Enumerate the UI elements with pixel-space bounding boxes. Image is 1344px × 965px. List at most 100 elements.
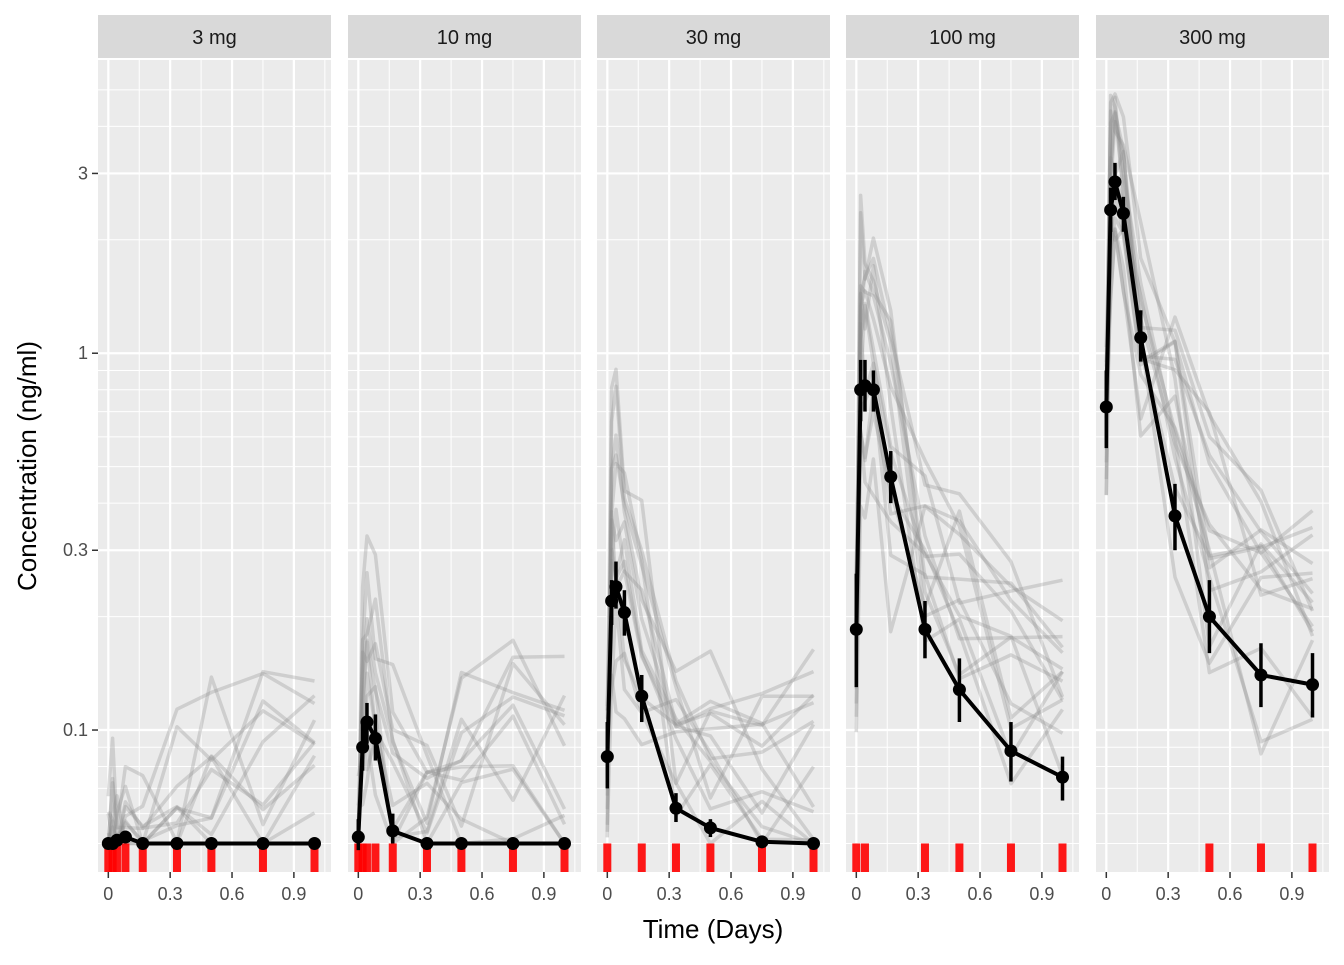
- panel-background: [98, 60, 331, 872]
- blq-rug-mark: [172, 843, 181, 872]
- blq-rug-mark: [112, 843, 121, 872]
- individual-line: [854, 289, 1064, 731]
- blq-rug-mark: [138, 843, 147, 872]
- blq-rug-mark: [1308, 843, 1317, 872]
- summary-point: [360, 715, 374, 729]
- individual-line: [854, 211, 1064, 677]
- individual-line: [1104, 109, 1314, 649]
- gridlines: [1096, 60, 1329, 872]
- blq-rug-mark: [1006, 843, 1015, 872]
- summary-point: [617, 606, 631, 620]
- blq-rug-mark: [757, 843, 766, 872]
- summary-series: [849, 379, 1070, 784]
- summary-series: [600, 580, 821, 850]
- individual-line: [1104, 230, 1314, 628]
- facet-panel: 30 mg 0 0.3 0.6 0.9: [597, 15, 830, 904]
- x-tick-label: 0.3: [657, 884, 682, 904]
- summary-point: [1168, 509, 1182, 523]
- blq-rug-mark: [603, 843, 612, 872]
- individual-line: [854, 457, 1064, 733]
- x-tick-label: 0.3: [906, 884, 931, 904]
- x-tick-label: 0.3: [158, 884, 183, 904]
- individual-line: [854, 284, 1063, 641]
- summary-point: [308, 836, 322, 850]
- blq-rug: [354, 843, 569, 872]
- blq-rug-mark: [104, 843, 113, 872]
- blq-rug-mark: [1256, 843, 1265, 872]
- individual-line: [605, 538, 815, 846]
- panel-background: [1096, 60, 1329, 872]
- summary-point: [703, 821, 717, 835]
- summary-point: [1099, 400, 1113, 414]
- x-tick-label: 0.6: [220, 884, 245, 904]
- y-tick-label: 0.1: [63, 720, 88, 740]
- summary-point: [600, 750, 614, 764]
- summary-point: [609, 580, 623, 594]
- individual-line: [106, 675, 317, 844]
- individual-line: [854, 386, 1064, 683]
- summary-point: [351, 830, 365, 844]
- individual-line: [854, 256, 1065, 698]
- individual-line: [356, 534, 566, 845]
- blq-rug-mark: [207, 843, 216, 872]
- individual-line: [854, 193, 1064, 735]
- blq-rug-mark: [354, 843, 363, 872]
- facet-label: 3 mg: [192, 27, 236, 49]
- individual-line: [854, 269, 1064, 649]
- individual-line: [605, 559, 815, 814]
- facet-label: 10 mg: [437, 27, 493, 49]
- x-tick-label: 0.3: [1156, 884, 1181, 904]
- blq-rug-mark: [809, 843, 818, 872]
- blq-rug: [1205, 843, 1317, 872]
- summary-point: [866, 383, 880, 397]
- x-tick-label: 0: [1101, 884, 1111, 904]
- blq-rug-mark: [457, 843, 466, 872]
- x-axis: 0 0.3 0.6 0.9: [353, 872, 556, 904]
- x-tick-label: 0.9: [531, 884, 556, 904]
- summary-point: [368, 731, 382, 745]
- facet-strip: [98, 15, 331, 58]
- facet-strip: [1096, 15, 1329, 58]
- x-tick-label: 0.9: [1029, 884, 1054, 904]
- y-tick-label: 1: [78, 343, 88, 363]
- gridlines: [597, 60, 830, 872]
- summary-point: [170, 836, 184, 850]
- individual-line: [605, 384, 815, 838]
- individual-line: [106, 736, 317, 846]
- individual-line: [854, 301, 1063, 644]
- facet-panels: 3 mg 0 0.3 0.6 0.9 10 mg 0 0.3 0.6 0.9 30 mg 0 0.3 0.…: [98, 15, 1329, 904]
- individual-line: [356, 571, 566, 846]
- individual-line: [106, 694, 316, 846]
- summary-point: [558, 836, 572, 850]
- summary-point: [918, 622, 932, 636]
- individual-line: [1104, 226, 1314, 570]
- summary-point: [1004, 744, 1018, 758]
- x-axis-title: Time (Days): [643, 914, 784, 944]
- x-tick-label: 0.6: [968, 884, 993, 904]
- summary-point: [884, 470, 898, 484]
- x-tick-label: 0.6: [470, 884, 495, 904]
- facet-label: 300 mg: [1179, 27, 1246, 49]
- blq-rug-mark: [1058, 843, 1067, 872]
- blq-rug-mark: [388, 843, 397, 872]
- summary-point: [356, 740, 370, 754]
- summary-point: [420, 836, 434, 850]
- individual-line: [605, 507, 815, 808]
- summary-point: [755, 835, 769, 849]
- facet-label: 30 mg: [686, 27, 742, 49]
- blq-rug-mark: [362, 843, 371, 872]
- x-tick-label: 0.3: [408, 884, 433, 904]
- summary-point: [1056, 770, 1070, 784]
- blq-rug-mark: [560, 843, 569, 872]
- blq-rug-mark: [671, 843, 680, 872]
- individual-line: [605, 367, 815, 846]
- individual-line: [356, 640, 566, 844]
- facet-strip: [348, 15, 581, 58]
- individual-line: [605, 509, 815, 810]
- summary-point: [1104, 203, 1118, 217]
- individual-line: [1104, 227, 1315, 637]
- facet-panel: 300 mg 0 0.3 0.6 0.9: [1096, 15, 1329, 904]
- blq-rug-mark: [920, 843, 929, 872]
- summary-point: [386, 824, 400, 838]
